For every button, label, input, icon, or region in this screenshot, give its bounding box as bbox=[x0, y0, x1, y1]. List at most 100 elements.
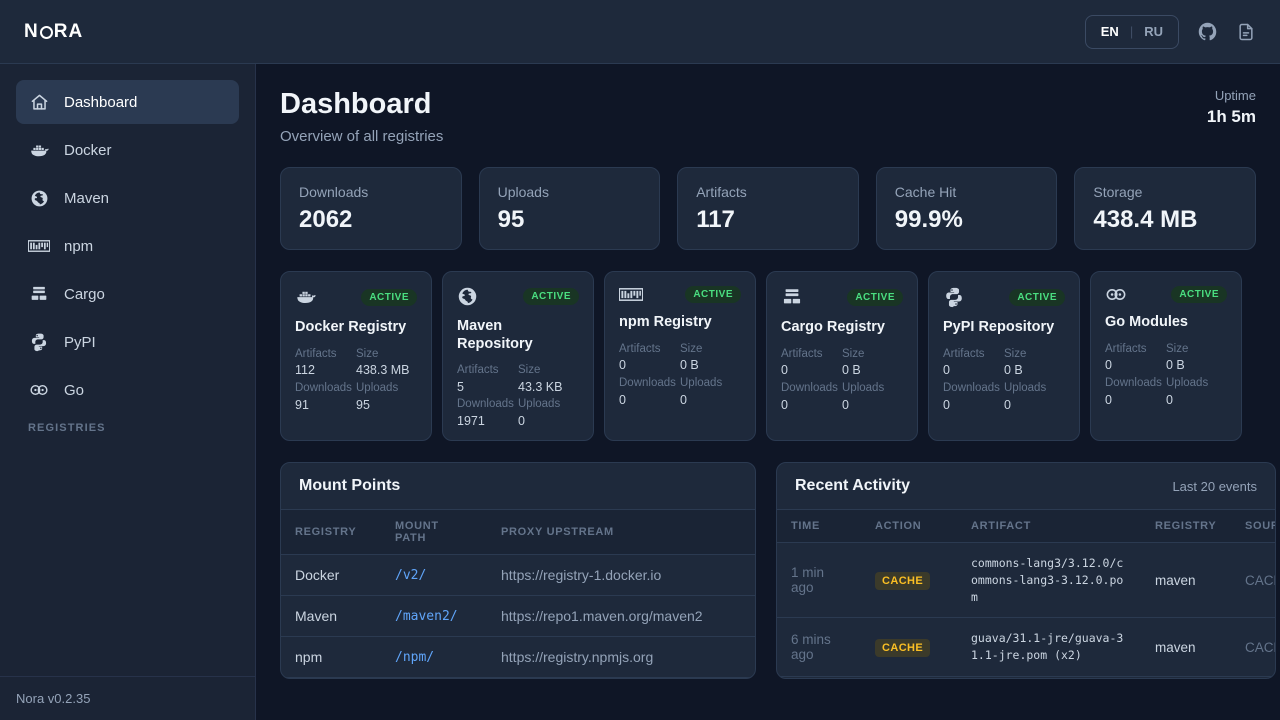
status-badge: ACTIVE bbox=[685, 286, 741, 304]
sidebar-item-maven[interactable]: Maven bbox=[16, 176, 239, 220]
home-icon bbox=[28, 93, 50, 112]
panel-title: Recent Activity bbox=[795, 477, 910, 495]
metric-value-downloads: 0 bbox=[781, 397, 788, 412]
lang-option-ru[interactable]: RU bbox=[1144, 24, 1163, 39]
stat-card-uploads: Uploads 95 bbox=[478, 167, 661, 251]
github-icon[interactable] bbox=[1197, 21, 1218, 42]
mount-points-header: Mount Points bbox=[281, 463, 755, 511]
metric-value-uploads: 0 bbox=[1166, 392, 1173, 407]
lang-option-en[interactable]: EN bbox=[1100, 24, 1119, 39]
column-header-artifact: ARTIFACT bbox=[957, 510, 1141, 544]
cell-mount-path[interactable]: /npm/ bbox=[381, 636, 487, 679]
language-toggle[interactable]: EN | RU bbox=[1084, 14, 1179, 49]
table-row[interactable]: Docker /v2/ https://registry-1.docker.io bbox=[281, 554, 755, 597]
metric-label-artifacts: Artifacts bbox=[619, 342, 661, 355]
stat-value: 95 bbox=[497, 206, 525, 234]
registry-name: PyPI Repository bbox=[943, 319, 1055, 336]
metric-value-downloads: 91 bbox=[295, 397, 309, 412]
metric-value-downloads: 0 bbox=[619, 392, 626, 407]
npm-icon bbox=[619, 288, 643, 302]
sidebar-item-label: Dashboard bbox=[64, 93, 138, 111]
column-header-time: TIME bbox=[777, 510, 861, 544]
stat-value: 117 bbox=[696, 206, 735, 234]
registry-card-pypi[interactable]: ACTIVE PyPI Repository Artifacts Size 0 … bbox=[928, 271, 1080, 442]
table-row[interactable]: 6 mins ago CACHE guava/31.1-jre/guava-31… bbox=[777, 617, 1275, 677]
metric-label-size: Size bbox=[356, 347, 379, 360]
sidebar-item-docker[interactable]: Docker bbox=[16, 128, 239, 172]
registry-metrics: Artifacts Size 0 0 B Downloads Uploads 0… bbox=[943, 346, 1065, 414]
registry-card-maven[interactable]: ACTIVE Maven Repository Artifacts Size 5… bbox=[442, 271, 594, 442]
panel-title: Mount Points bbox=[299, 477, 401, 495]
npm-icon bbox=[28, 240, 50, 252]
registry-cards-row: ACTIVE Docker Registry Artifacts Size 11… bbox=[280, 271, 1256, 442]
mount-points-table: REGISTRY MOUNT PATH PROXY UPSTREAM Docke… bbox=[281, 510, 755, 679]
stat-card-storage: Storage 438.4 MB bbox=[1074, 167, 1256, 251]
cell-registry: maven bbox=[1141, 617, 1231, 677]
metric-label-artifacts: Artifacts bbox=[781, 347, 823, 360]
cell-mount-path[interactable]: /maven2/ bbox=[381, 595, 487, 638]
registry-card-header: ACTIVE bbox=[457, 286, 579, 307]
docker-whale-icon bbox=[28, 140, 50, 161]
app-logo[interactable]: N RA bbox=[24, 21, 83, 43]
sidebar-item-cargo[interactable]: Cargo bbox=[16, 272, 239, 316]
metric-label-downloads: Downloads bbox=[1105, 376, 1162, 389]
registry-metrics: Artifacts Size 112 438.3 MB Downloads Up… bbox=[295, 346, 417, 414]
sidebar-item-label: Maven bbox=[64, 189, 110, 207]
metric-value-size: 43.3 KB bbox=[518, 379, 563, 394]
sidebar-version-footer: Nora v0.2.35 bbox=[0, 676, 255, 720]
lang-separator: | bbox=[1129, 24, 1134, 39]
metric-value-uploads: 0 bbox=[842, 397, 849, 412]
metric-label-uploads: Uploads bbox=[356, 381, 399, 394]
stat-value: 438.4 MB bbox=[1093, 206, 1198, 234]
metric-value-artifacts: 112 bbox=[295, 363, 315, 378]
metric-label-downloads: Downloads bbox=[781, 381, 838, 394]
stat-value: 99.9% bbox=[894, 206, 963, 234]
table-row[interactable]: Maven /maven2/ https://repo1.maven.org/m… bbox=[281, 595, 755, 638]
cell-time: 1 min ago bbox=[777, 542, 861, 619]
metric-value-artifacts: 0 bbox=[943, 363, 950, 378]
cell-artifact: guava/31.1-jre/guava-31.1-jre.pom (x2) bbox=[957, 617, 1141, 677]
metric-value-artifacts: 5 bbox=[457, 379, 464, 394]
stat-card-artifacts: Artifacts 117 bbox=[677, 167, 859, 251]
metric-value-size: 0 B bbox=[680, 358, 699, 373]
logo-ring-icon bbox=[39, 26, 53, 39]
sidebar-item-dashboard[interactable]: Dashboard bbox=[16, 80, 239, 124]
document-icon[interactable] bbox=[1236, 22, 1256, 42]
registry-card-docker[interactable]: ACTIVE Docker Registry Artifacts Size 11… bbox=[280, 271, 432, 442]
recent-activity-header: Recent Activity Last 20 events bbox=[777, 463, 1275, 511]
globe-icon bbox=[457, 286, 478, 307]
bottom-panels: Mount Points REGISTRY MOUNT PATH PROXY U… bbox=[280, 462, 1276, 680]
sidebar-item-pypi[interactable]: PyPI bbox=[16, 320, 239, 364]
sidebar: Dashboard Docker Maven npm bbox=[0, 64, 256, 720]
metric-label-size: Size bbox=[518, 364, 541, 377]
metric-label-uploads: Uploads bbox=[1166, 376, 1209, 389]
sidebar-item-label: Go bbox=[64, 381, 85, 399]
registry-metrics: Artifacts Size 0 0 B Downloads Uploads 0… bbox=[1105, 341, 1227, 409]
recent-activity-panel: Recent Activity Last 20 events TIME ACTI… bbox=[776, 462, 1276, 680]
registry-metrics: Artifacts Size 0 0 B Downloads Uploads 0… bbox=[619, 341, 741, 409]
stat-label: Cache Hit bbox=[894, 184, 957, 201]
action-badge: CACHE bbox=[875, 571, 931, 590]
cell-mount-path[interactable]: /v2/ bbox=[381, 554, 487, 597]
sidebar-item-label: PyPI bbox=[64, 333, 96, 351]
registry-name: Docker Registry bbox=[295, 319, 407, 336]
registry-card-npm[interactable]: ACTIVE npm Registry Artifacts Size 0 0 B… bbox=[604, 271, 756, 442]
go-gopher-icon bbox=[1105, 288, 1127, 301]
table-row[interactable]: 1 min ago CACHE commons-lang3/3.12.0/com… bbox=[777, 542, 1275, 619]
sidebar-item-go[interactable]: Go bbox=[16, 368, 239, 412]
uptime-value: 1h 5m bbox=[1206, 107, 1256, 126]
stat-card-downloads: Downloads 2062 bbox=[280, 167, 462, 251]
metric-label-artifacts: Artifacts bbox=[1105, 342, 1147, 355]
registry-name: Cargo Registry bbox=[781, 319, 885, 336]
metric-label-artifacts: Artifacts bbox=[943, 347, 985, 360]
sidebar-item-npm[interactable]: npm bbox=[16, 224, 239, 268]
registry-card-header: ACTIVE bbox=[295, 286, 417, 308]
column-header-registry: REGISTRY bbox=[281, 510, 381, 556]
metric-value-size: 438.3 MB bbox=[356, 363, 410, 378]
registry-card-cargo[interactable]: ACTIVE Cargo Registry Artifacts Size 0 0… bbox=[766, 271, 918, 442]
table-row[interactable]: npm /npm/ https://registry.npmjs.org bbox=[281, 636, 755, 679]
column-header-source: SOURCE bbox=[1231, 510, 1275, 544]
registry-card-go[interactable]: ACTIVE Go Modules Artifacts Size 0 0 B D… bbox=[1090, 271, 1242, 442]
stat-card-cache-hit: Cache Hit 99.9% bbox=[875, 167, 1058, 251]
